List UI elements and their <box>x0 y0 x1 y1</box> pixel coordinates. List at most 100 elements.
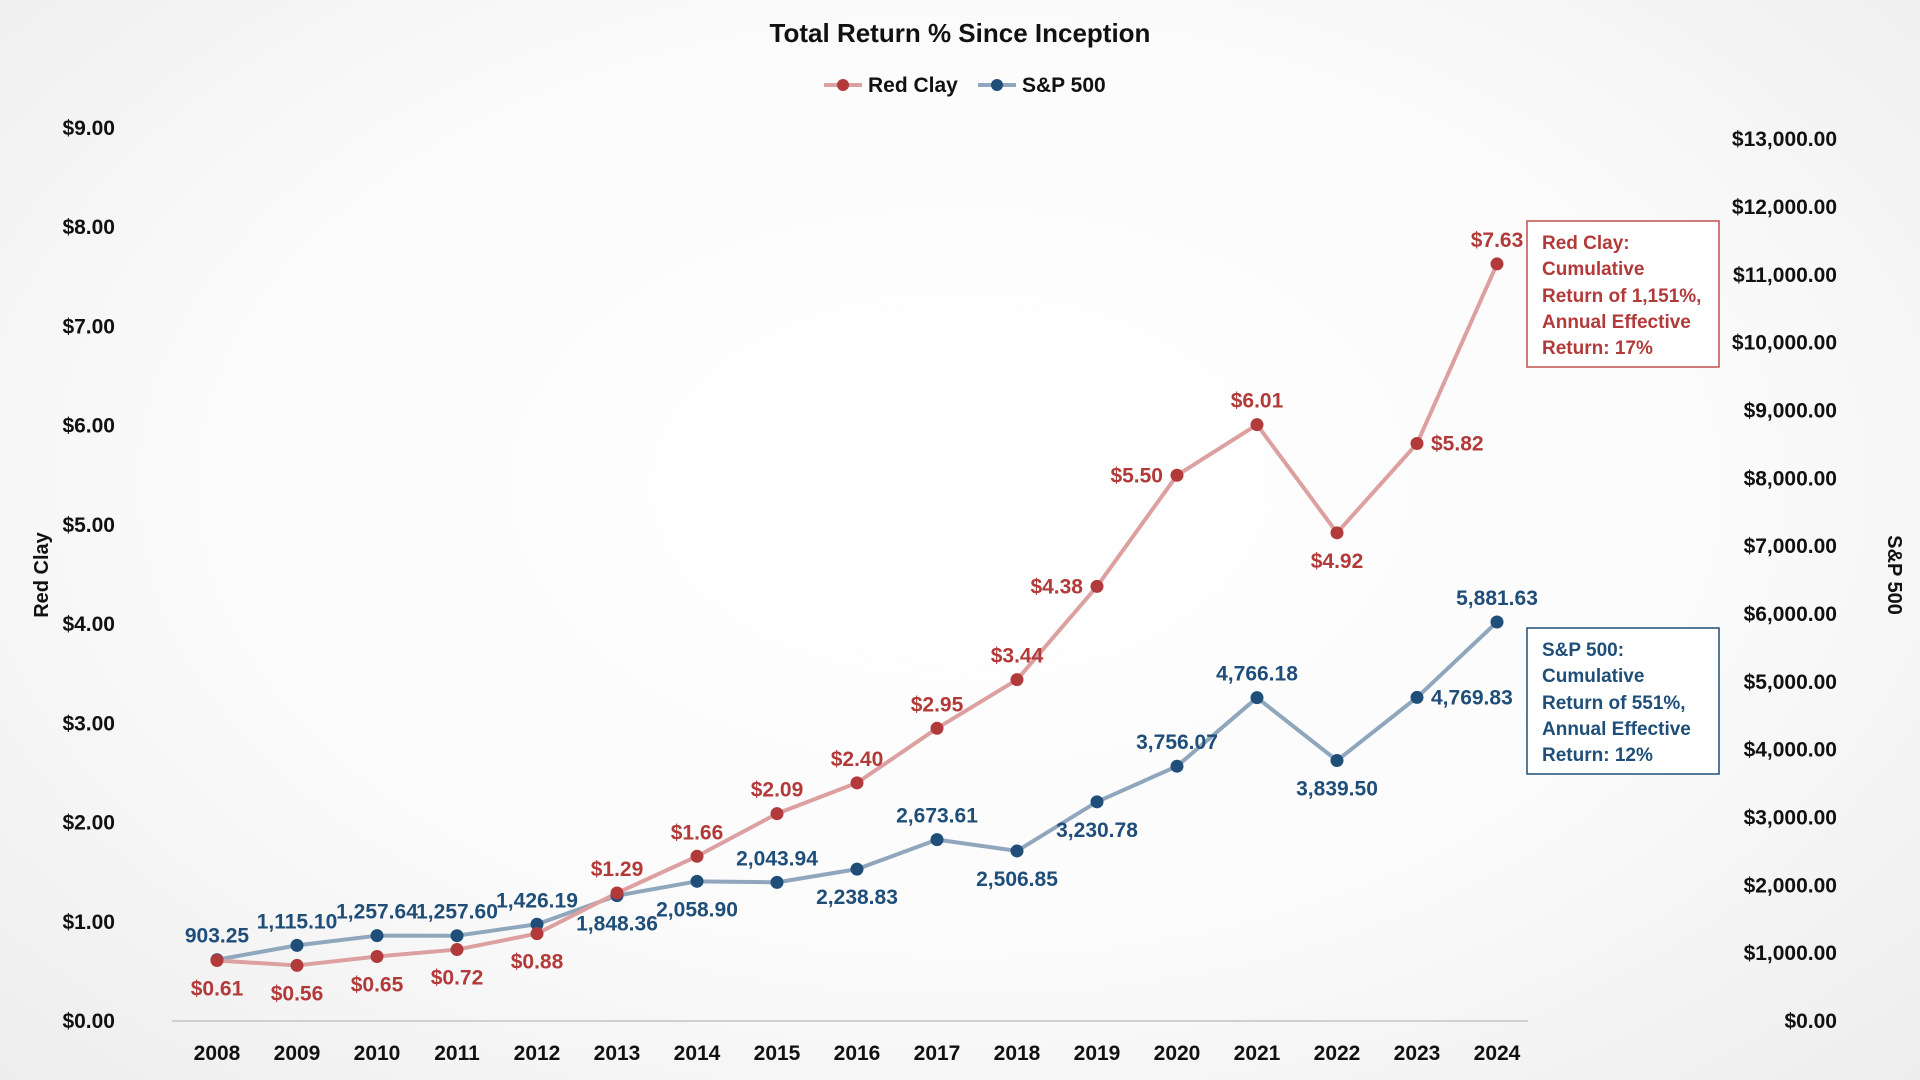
right-tick-label: $13,000.00 <box>1732 128 1837 151</box>
x-tick-label: 2018 <box>994 1042 1041 1065</box>
red-clay-point[interactable] <box>210 953 224 967</box>
red-clay-point[interactable] <box>690 849 704 863</box>
red-clay-point[interactable] <box>370 950 384 964</box>
right-tick-label: $8,000.00 <box>1744 467 1837 490</box>
x-tick-label: 2019 <box>1074 1042 1121 1065</box>
red-clay-point[interactable] <box>610 886 624 900</box>
x-tick-label: 2009 <box>274 1042 321 1065</box>
sp500-point[interactable] <box>770 875 784 889</box>
red-clay-point[interactable] <box>770 807 784 821</box>
legend-red-clay[interactable]: Red Clay <box>824 74 958 97</box>
red-clay-data-label: $3.44 <box>991 645 1044 668</box>
legend-red-clay-marker <box>837 79 849 91</box>
left-tick-label: $0.00 <box>62 1010 115 1033</box>
left-tick-label: $6.00 <box>62 415 115 438</box>
red-clay-point[interactable] <box>1090 579 1104 593</box>
sp500-point[interactable] <box>370 929 384 943</box>
sp500-point[interactable] <box>1090 795 1104 809</box>
red-clay-point[interactable] <box>930 721 944 735</box>
legend: Red Clay S&P 500 <box>824 74 1106 97</box>
red-clay-point[interactable] <box>530 927 544 941</box>
sp500-point[interactable] <box>850 862 864 876</box>
annotation-sp500-line-2: Cumulative <box>1542 666 1644 687</box>
sp500-data-label: 4,769.83 <box>1431 686 1513 709</box>
sp500-data-label: 1,257.64 <box>336 901 418 924</box>
x-tick-label: 2021 <box>1234 1042 1281 1065</box>
annotation-sp500-line-5: Return: 12% <box>1542 745 1653 766</box>
sp500-point[interactable] <box>1170 759 1184 773</box>
sp500-point[interactable] <box>1410 690 1424 704</box>
legend-red-clay-label: Red Clay <box>868 74 958 97</box>
red-clay-data-label: $1.66 <box>671 821 724 844</box>
sp500-point[interactable] <box>290 938 304 952</box>
x-tick-label: 2011 <box>434 1042 480 1065</box>
right-axis-title: S&P 500 <box>1883 535 1905 615</box>
right-tick-label: $0.00 <box>1784 1010 1837 1033</box>
x-tick-label: 2016 <box>834 1042 881 1065</box>
left-axis: $0.00 $1.00 $2.00 $3.00 $4.00 $5.00 $6.00 $7.00… <box>62 117 115 1033</box>
annotation-sp500: S&P 500: Cumulative Return of 551%, Annu… <box>1526 627 1720 775</box>
legend-sp500[interactable]: S&P 500 <box>978 74 1106 97</box>
red-clay-point[interactable] <box>1410 437 1424 451</box>
left-tick-label: $8.00 <box>62 216 115 239</box>
annotation-red-clay-line-1: Red Clay: <box>1542 233 1630 254</box>
left-tick-label: $9.00 <box>62 117 115 140</box>
left-tick-label: $1.00 <box>62 911 115 934</box>
red-clay-data-label: $0.65 <box>351 974 404 997</box>
x-tick-label: 2017 <box>914 1042 961 1065</box>
sp500-point[interactable] <box>1010 844 1024 858</box>
sp500-data-label: 2,506.85 <box>976 868 1058 891</box>
sp500-data-label: 2,673.61 <box>896 805 978 828</box>
red-clay-point[interactable] <box>1490 257 1504 271</box>
series-layer <box>210 257 1504 972</box>
sp500-point[interactable] <box>930 833 944 847</box>
right-tick-label: $6,000.00 <box>1744 603 1837 626</box>
red-clay-data-label: $7.63 <box>1471 229 1524 252</box>
annotation-sp500-line-3: Return of 551%, <box>1542 693 1686 714</box>
annotation-sp500-line-1: S&P 500: <box>1542 640 1624 661</box>
sp500-point[interactable] <box>450 929 464 943</box>
red-clay-series-line <box>216 263 1499 968</box>
red-clay-point[interactable] <box>290 958 304 972</box>
red-clay-data-label: $2.95 <box>911 693 964 716</box>
x-tick-label: 2023 <box>1394 1042 1441 1065</box>
left-tick-label: $5.00 <box>62 514 115 537</box>
red-clay-data-label: $4.38 <box>1030 575 1083 598</box>
annotation-sp500-line-4: Annual Effective <box>1542 719 1691 740</box>
annotation-sp500-box <box>1526 627 1720 775</box>
x-tick-label: 2024 <box>1474 1042 1521 1065</box>
red-clay-point[interactable] <box>450 943 464 957</box>
sp500-point[interactable] <box>530 917 544 931</box>
right-tick-label: $5,000.00 <box>1744 671 1837 694</box>
x-tick-label: 2014 <box>674 1042 721 1065</box>
x-tick-label: 2010 <box>354 1042 401 1065</box>
sp500-data-label: 1,848.36 <box>576 913 658 936</box>
sp500-point[interactable] <box>690 874 704 888</box>
right-tick-label: $9,000.00 <box>1744 399 1837 422</box>
annotation-red-clay-box <box>1526 220 1720 368</box>
right-tick-label: $3,000.00 <box>1744 806 1837 829</box>
sp500-data-label: 4,766.18 <box>1216 663 1298 686</box>
left-tick-label: $2.00 <box>62 812 115 835</box>
sp500-point[interactable] <box>1330 754 1344 768</box>
sp500-data-label: 2,043.94 <box>736 847 818 870</box>
red-clay-point[interactable] <box>1330 526 1344 540</box>
red-clay-point[interactable] <box>1250 418 1264 432</box>
red-clay-data-label: $4.92 <box>1311 550 1364 573</box>
red-clay-data-label: $0.61 <box>191 977 244 1000</box>
sp500-data-label: 5,881.63 <box>1456 587 1538 610</box>
annotation-red-clay-line-2: Cumulative <box>1542 259 1644 280</box>
red-clay-point[interactable] <box>1010 673 1024 687</box>
x-tick-label: 2022 <box>1314 1042 1361 1065</box>
right-tick-label: $4,000.00 <box>1744 739 1837 762</box>
left-tick-label: $4.00 <box>62 613 115 636</box>
sp500-data-label: 903.25 <box>185 925 250 948</box>
sp500-point[interactable] <box>1490 615 1504 629</box>
red-clay-point[interactable] <box>1170 468 1184 482</box>
red-clay-point[interactable] <box>850 776 864 790</box>
sp500-point[interactable] <box>1250 691 1264 705</box>
left-tick-label: $3.00 <box>62 712 115 735</box>
x-tick-label: 2015 <box>754 1042 801 1065</box>
x-tick-label: 2020 <box>1154 1042 1201 1065</box>
